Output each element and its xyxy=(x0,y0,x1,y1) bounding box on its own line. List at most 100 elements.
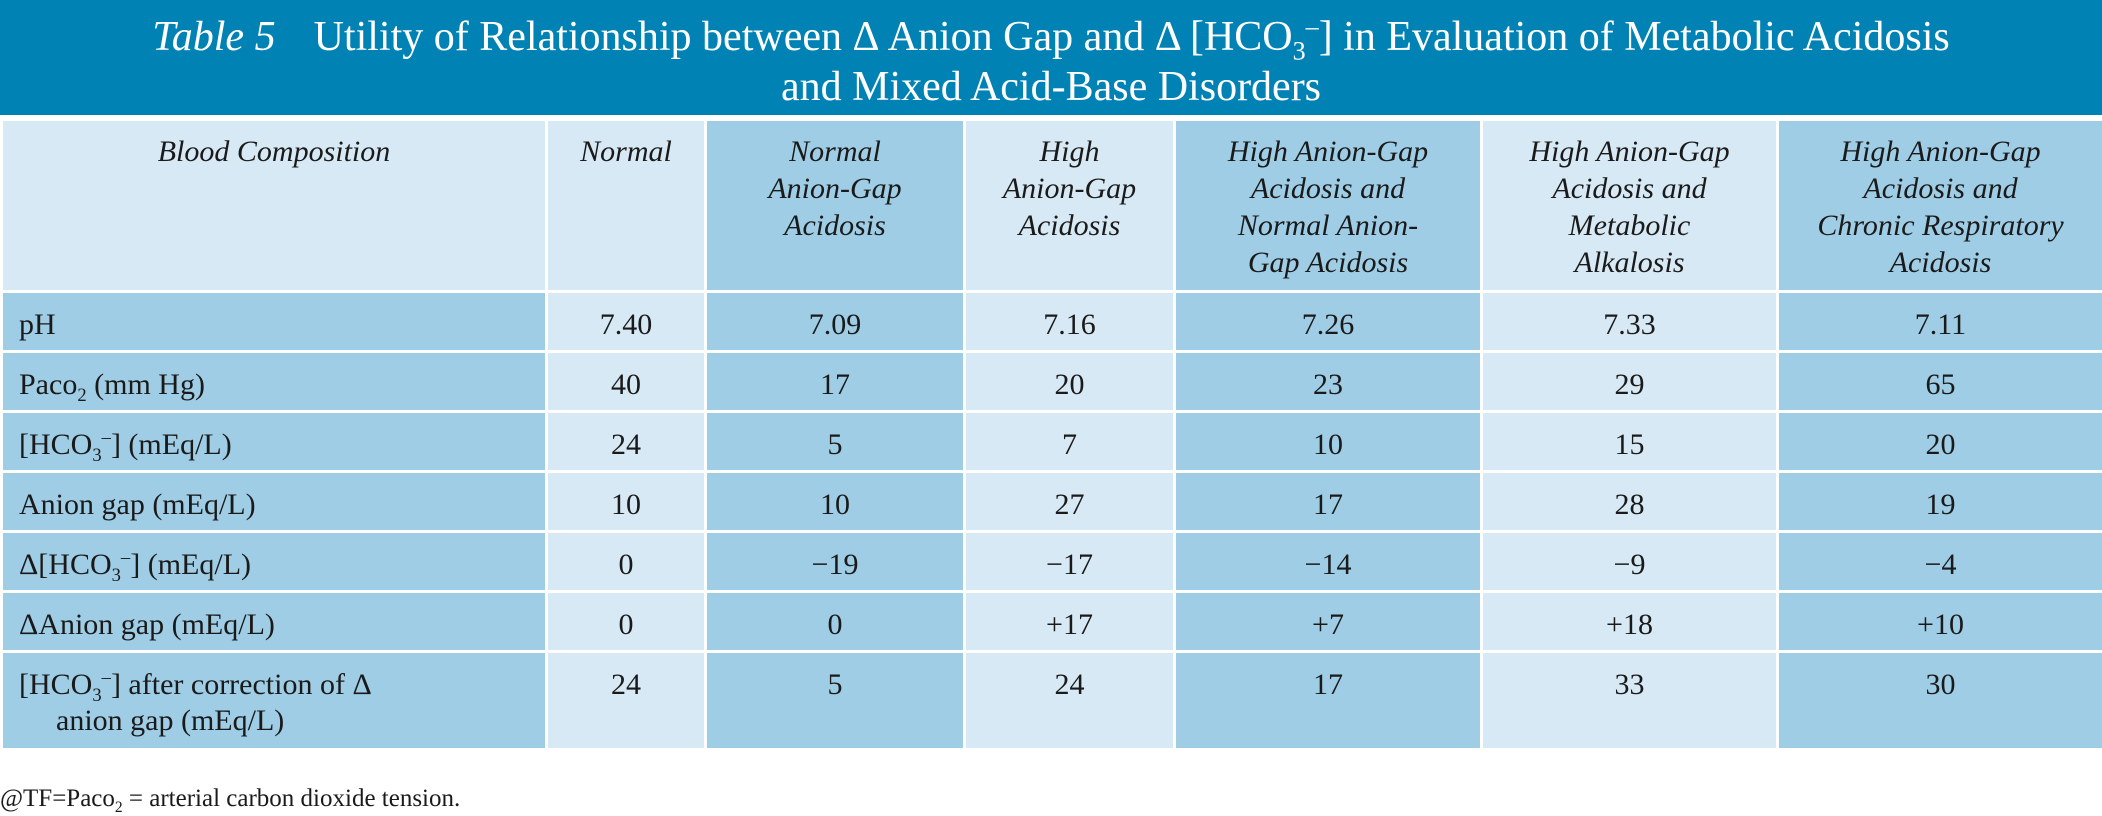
row-label: Anion gap (mEq/L) xyxy=(0,470,548,533)
table-number: Table 5 xyxy=(152,14,276,60)
table-cell: −9 xyxy=(1480,530,1779,593)
header-line: Normal xyxy=(789,135,881,168)
label-text: Δ[HCO xyxy=(19,548,112,581)
title-text-part: Utility of Relationship between Δ Anion … xyxy=(313,14,1293,60)
label-text: [HCO xyxy=(19,428,93,461)
column-header-hag-and-chronic-respiratory-acidosis: High Anion-Gap Acidosis and Chronic Resp… xyxy=(1776,118,2102,293)
table-cell: 20 xyxy=(1776,410,2102,473)
header-line: Anion-Gap xyxy=(1002,172,1137,205)
header-line: High xyxy=(1039,135,1100,168)
header-line: Metabolic xyxy=(1568,209,1691,242)
title-subscript: 3 xyxy=(1292,36,1306,66)
header-line: Normal xyxy=(580,135,672,168)
table-cell: 7.09 xyxy=(704,290,966,353)
footnote-subscript: 2 xyxy=(114,799,123,816)
footnote-text: @TF=Paco xyxy=(0,785,115,812)
table-cell: 24 xyxy=(545,410,707,473)
table-row-delta-anion-gap: ΔAnion gap (mEq/L) 0 0 +17 +7 +18 +10 xyxy=(0,590,2102,653)
title-line-1: Table 5 Utility of Relationship between Δ… xyxy=(0,12,2102,66)
label-text: ] (mEq/L) xyxy=(130,548,252,581)
table-title: Table 5 Utility of Relationship between Δ… xyxy=(0,0,2102,118)
label-text: (mm Hg) xyxy=(86,368,205,401)
table-cell: 7.11 xyxy=(1776,290,2102,353)
table-cell: 23 xyxy=(1173,350,1483,413)
table-cell: 7.16 xyxy=(963,290,1176,353)
table-row-delta-hco3: Δ[HCO3–] (mEq/L) 0 −19 −17 −14 −9 −4 xyxy=(0,530,2102,593)
label-subscript: 2 xyxy=(77,385,87,406)
label-subscript: 3 xyxy=(92,685,102,706)
title-text-part: ] in Evaluation of Metabolic Acidosis xyxy=(1318,14,1950,60)
header-row: Blood Composition Normal Normal Anion-Ga… xyxy=(0,118,2102,293)
header-line: Chronic Respiratory xyxy=(1817,209,2064,242)
table-cell: 27 xyxy=(963,470,1176,533)
header-line: Blood Composition xyxy=(157,135,391,168)
label-subscript: 3 xyxy=(111,565,121,586)
header-line: Anion-Gap xyxy=(768,172,902,205)
table-cell: 29 xyxy=(1480,350,1779,413)
table-row-ph: pH 7.40 7.09 7.16 7.26 7.33 7.11 xyxy=(0,290,2102,353)
column-header-high-anion-gap-acidosis: High Anion-Gap Acidosis xyxy=(963,118,1176,293)
title-line-2: and Mixed Acid-Base Disorders xyxy=(780,64,1322,110)
column-header-hag-and-nag-acidosis: High Anion-Gap Acidosis and Normal Anion… xyxy=(1173,118,1483,293)
title-superscript: – xyxy=(1305,12,1319,41)
header-line: Acidosis and xyxy=(1863,172,2018,205)
label-text: Paco xyxy=(19,368,78,401)
table-cell: +10 xyxy=(1776,590,2102,653)
header-line: Gap Acidosis xyxy=(1247,246,1409,279)
table-cell: 20 xyxy=(963,350,1176,413)
table-cell: 17 xyxy=(1173,650,1483,751)
table-cell: 24 xyxy=(963,650,1176,751)
table-cell: 7 xyxy=(963,410,1176,473)
table-cell: 17 xyxy=(1173,470,1483,533)
table-cell: 28 xyxy=(1480,470,1779,533)
table-cell: −14 xyxy=(1173,530,1483,593)
table-cell: 10 xyxy=(1173,410,1483,473)
column-header-normal-anion-gap-acidosis: Normal Anion-Gap Acidosis xyxy=(704,118,966,293)
header-line: High Anion-Gap xyxy=(1227,135,1429,168)
column-header-hag-and-metabolic-alkalosis: High Anion-Gap Acidosis and Metabolic Al… xyxy=(1480,118,1779,293)
header-line: Acidosis xyxy=(1018,209,1121,242)
row-label: ΔAnion gap (mEq/L) xyxy=(0,590,548,653)
table-cell: 0 xyxy=(545,530,707,593)
table-cell: 33 xyxy=(1480,650,1779,751)
table-cell: 0 xyxy=(545,590,707,653)
label-text: ] after correction of Δ xyxy=(110,668,372,701)
table-footnote: @TF=Paco2 = arterial carbon dioxide tens… xyxy=(0,784,460,816)
table-cell: 15 xyxy=(1480,410,1779,473)
table-cell: 19 xyxy=(1776,470,2102,533)
label-subscript: 3 xyxy=(92,445,102,466)
row-label: Δ[HCO3–] (mEq/L) xyxy=(0,530,548,593)
table-cell: +17 xyxy=(963,590,1176,653)
table-cell: 24 xyxy=(545,650,707,751)
acid-base-table: Blood Composition Normal Normal Anion-Ga… xyxy=(0,118,2102,751)
table-cell: 7.33 xyxy=(1480,290,1779,353)
table-cell: +7 xyxy=(1173,590,1483,653)
label-text-continuation: anion gap (mEq/L) xyxy=(56,704,285,737)
table-cell: 0 xyxy=(704,590,966,653)
header-line: Acidosis xyxy=(1889,246,1992,279)
table-cell: +18 xyxy=(1480,590,1779,653)
header-line: Alkalosis xyxy=(1574,246,1685,279)
table-cell: 7.26 xyxy=(1173,290,1483,353)
table-cell: −17 xyxy=(963,530,1176,593)
table-row-hco3: [HCO3–] (mEq/L) 24 5 7 10 15 20 xyxy=(0,410,2102,473)
label-text: ] (mEq/L) xyxy=(110,428,232,461)
table-cell: 65 xyxy=(1776,350,2102,413)
table-cell: 10 xyxy=(704,470,966,533)
table-cell: 5 xyxy=(704,650,966,751)
label-superscript: – xyxy=(120,547,131,568)
label-superscript: – xyxy=(101,427,111,448)
table-row-paco2: Paco2 (mm Hg) 40 17 20 23 29 65 xyxy=(0,350,2102,413)
table-cell: 5 xyxy=(704,410,966,473)
column-header-normal: Normal xyxy=(545,118,707,293)
label-text: [HCO xyxy=(19,668,93,701)
header-line: Acidosis xyxy=(784,209,886,242)
table-cell: 7.40 xyxy=(545,290,707,353)
table-cell: 30 xyxy=(1776,650,2102,751)
header-line: Acidosis and xyxy=(1552,172,1707,205)
table-cell: −4 xyxy=(1776,530,2102,593)
row-label: [HCO3–] (mEq/L) xyxy=(0,410,548,473)
table-row-anion-gap: Anion gap (mEq/L) 10 10 27 17 28 19 xyxy=(0,470,2102,533)
